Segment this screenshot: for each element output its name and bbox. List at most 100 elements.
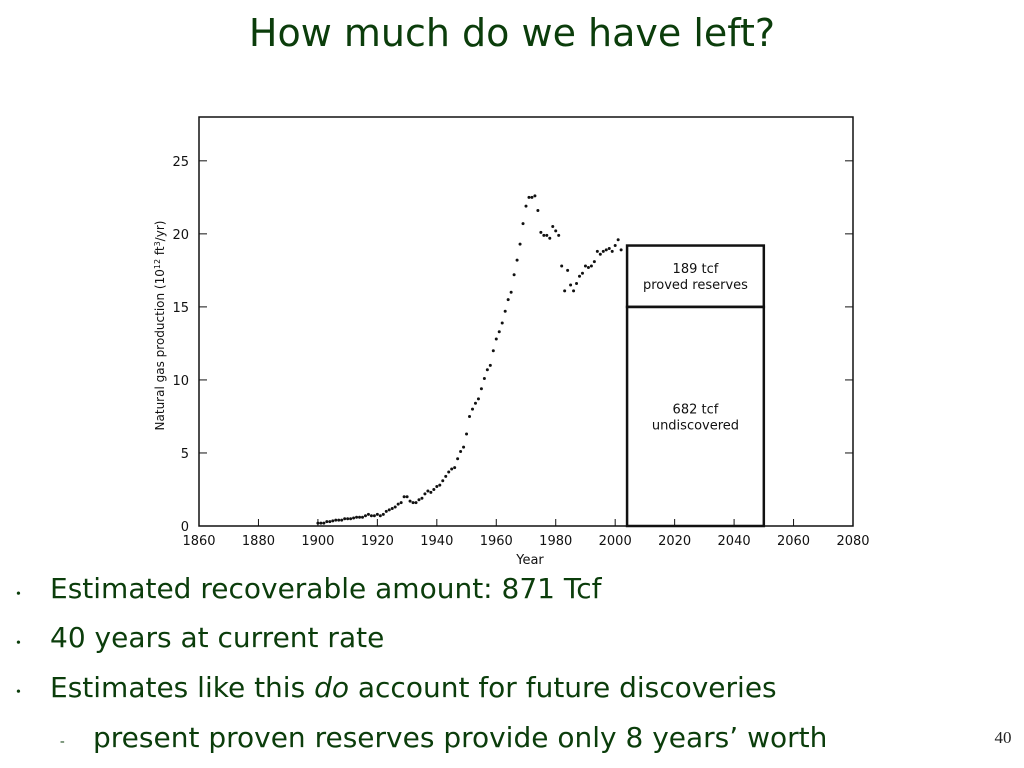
y-axis-label: Natural gas production (1012 ft3/yr) [153, 221, 168, 431]
data-point [554, 229, 558, 233]
data-point [542, 233, 546, 237]
y-tick-label: 15 [172, 301, 189, 316]
data-point [328, 520, 332, 524]
box-sublabel: proved reserves [643, 278, 748, 293]
data-point [482, 376, 486, 380]
data-point [521, 222, 525, 226]
data-point [607, 246, 611, 250]
data-point [384, 509, 388, 513]
data-point [583, 264, 587, 268]
data-point [610, 249, 614, 253]
data-point [462, 445, 466, 449]
bullet-dot: • [16, 685, 21, 700]
x-tick-label: 1920 [361, 534, 394, 549]
data-point [598, 252, 602, 256]
bullet-dash: - [60, 734, 65, 749]
data-point [423, 492, 427, 496]
data-point [435, 485, 439, 489]
reserve-box [625, 244, 766, 309]
label-part: Natural gas production (10 [153, 269, 167, 430]
data-point [343, 517, 347, 521]
data-point [337, 518, 341, 522]
sub-bullet: present proven reserves provide only 8 y… [93, 721, 827, 754]
x-tick-label: 1940 [420, 534, 453, 549]
plot-frame [198, 116, 854, 527]
data-point [530, 195, 534, 199]
data-point [473, 401, 477, 405]
data-point [470, 407, 474, 411]
data-point [381, 512, 385, 516]
data-point [396, 502, 400, 506]
page-number: 40 [995, 728, 1012, 747]
data-point [533, 194, 537, 198]
data-point [414, 501, 418, 505]
data-point [408, 499, 412, 503]
bullet-list: • • • - [16, 587, 65, 749]
bullet-part: do [314, 671, 349, 704]
bullet-part: Estimates like this [50, 671, 314, 704]
data-point [580, 271, 584, 275]
data-point [352, 516, 356, 520]
x-tick-label: 1900 [301, 534, 334, 549]
box-sublabel: undiscovered [652, 418, 739, 433]
y-tick-label: 0 [181, 520, 189, 535]
data-point [399, 501, 403, 505]
data-point [527, 195, 531, 199]
data-point [601, 249, 605, 253]
x-tick-label: 1980 [539, 534, 572, 549]
data-point [366, 512, 370, 516]
data-point [361, 515, 364, 519]
data-point [515, 258, 519, 262]
bullet-dot: • [16, 587, 21, 602]
data-point [512, 273, 516, 277]
data-point [497, 330, 501, 334]
data-point [476, 397, 480, 401]
x-tick-label: 1860 [182, 534, 215, 549]
x-tick-label: 1960 [480, 534, 513, 549]
data-point [319, 521, 323, 525]
data-point [506, 298, 510, 302]
data-point [429, 490, 433, 494]
x-tick-label: 1880 [242, 534, 275, 549]
label-part: /yr) [153, 221, 167, 242]
data-point [453, 466, 457, 470]
data-point [589, 264, 593, 268]
data-point [444, 474, 448, 478]
data-point [456, 457, 460, 461]
data-point [358, 515, 362, 519]
x-tick-label: 2080 [836, 534, 869, 549]
data-point [325, 520, 329, 524]
data-point [557, 233, 561, 237]
data-point [575, 282, 579, 286]
data-point [420, 496, 424, 500]
data-point [387, 508, 391, 512]
y-tick-label: 20 [172, 228, 189, 243]
data-point [331, 519, 335, 523]
bullet: Estimates like this do account for futur… [50, 671, 777, 704]
x-tick-label: 2060 [777, 534, 810, 549]
data-point [503, 309, 507, 313]
data-point [592, 260, 596, 264]
data-point [322, 521, 326, 525]
slide-title: How much do we have left? [249, 11, 775, 55]
data-point [450, 467, 454, 471]
label-part: ft [153, 246, 167, 259]
bullet: 40 years at current rate [50, 621, 384, 654]
data-point [613, 244, 617, 248]
x-tick-label: 2040 [718, 534, 751, 549]
bullet-part: 40 years at current rate [50, 621, 384, 654]
bullet-part: account for future discoveries [349, 671, 777, 704]
x-tick-label: 2020 [658, 534, 691, 549]
data-point [334, 518, 338, 522]
data-point [346, 517, 350, 521]
data-point [524, 204, 528, 208]
data-point [405, 495, 409, 499]
data-point [355, 515, 359, 519]
box-label: 189 tcf [673, 262, 719, 277]
data-point [459, 450, 463, 454]
data-point [426, 489, 430, 493]
data-point [569, 283, 573, 287]
data-point [349, 517, 353, 521]
superscript: 3 [153, 241, 162, 246]
